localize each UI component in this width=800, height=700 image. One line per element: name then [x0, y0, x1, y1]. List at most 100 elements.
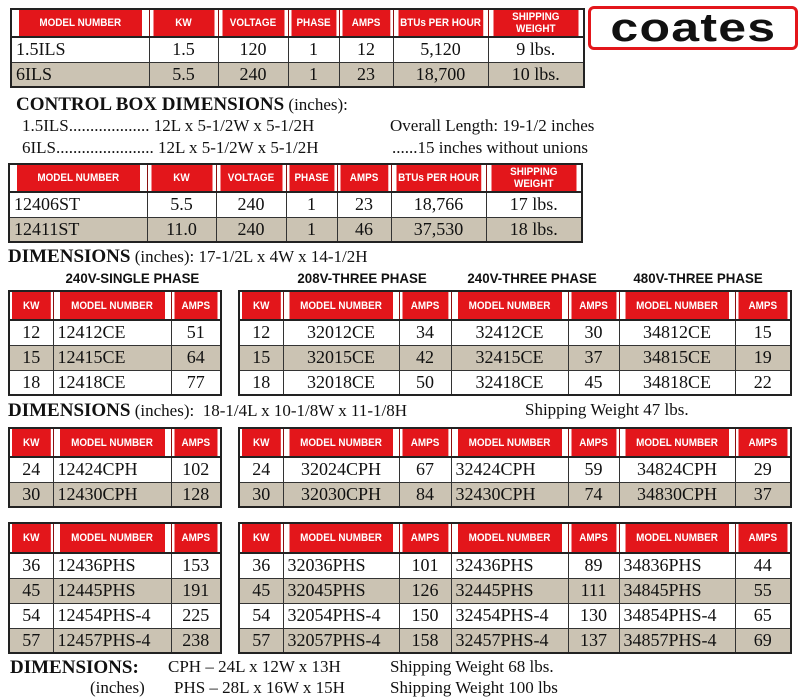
column-header: MODEL NUMBER [624, 427, 730, 458]
cph-single-phase-table: KW MODEL NUMBER AMPS 24 12424CPH 102 30 12430CP… [8, 427, 222, 508]
table-cell: 42 [398, 344, 452, 371]
table-cell: 57 [238, 627, 284, 654]
header-row: KW MODEL NUMBER AMPS MODEL NUMBER AMPS MODEL … [239, 290, 791, 321]
table-row: 6ILS 5.5 240 1 23 18,700 10 lbs. [10, 61, 585, 88]
table-cell: 1.5 [148, 36, 219, 63]
table-cell: 45 [8, 577, 54, 604]
table-cell: 17 lbs. [485, 191, 583, 218]
table-row: 24 12424CPH 102 [8, 456, 222, 483]
ce-shipping-weight: Shipping Weight 47 lbs. [525, 400, 689, 419]
table-cell: 37,530 [390, 216, 487, 243]
column-header: AMPS [737, 522, 789, 554]
table-cell: 54 [238, 602, 284, 629]
column-header: MODEL NUMBER [288, 290, 394, 321]
table-cell: 12411ST [8, 216, 148, 243]
column-header: KW [10, 290, 52, 321]
column-header: AMPS [401, 427, 449, 458]
table-cell: 15 [734, 319, 792, 346]
table-cell: 12 [8, 319, 54, 346]
table-cell: 12415CE [52, 344, 172, 371]
table-row: 54 12454PHS-4 225 [8, 602, 222, 629]
table-cell: 12457PHS-4 [52, 627, 172, 654]
table-cell: 19 [734, 344, 792, 371]
column-header: KW [10, 522, 52, 554]
column-header: PHASE [290, 8, 337, 38]
table-cell: 101 [398, 552, 452, 579]
table-row: 12411ST 11.0 240 1 46 37,530 18 lbs. [8, 216, 583, 243]
st-dimensions: DIMENSIONS (inches): 17-1/2L x 4W x 14-1… [8, 246, 368, 267]
phs-shipping-weight: Shipping Weight 100 lbs [390, 678, 558, 697]
column-header: VOLTAGE [221, 8, 285, 38]
control-box-line: 6ILS....................... 12L x 5-1/2W… [22, 138, 319, 157]
table-cell: 32418CE [450, 369, 569, 396]
table-cell: 32445PHS [450, 577, 569, 604]
header-row: KW MODEL NUMBER AMPS MODEL NUMBER AMPS MODEL … [239, 427, 791, 458]
column-header: KW [240, 522, 282, 554]
table-row: 57 12457PHS-4 238 [8, 627, 222, 654]
table-row: 18 32018CE 50 32418CE 45 34818CE 22 [238, 369, 792, 396]
table-cell: 69 [734, 627, 792, 654]
final-dimensions-label: DIMENSIONS: [10, 657, 139, 678]
table-cell: 32454PHS-4 [450, 602, 569, 629]
table-row: 45 32045PHS 126 32445PHS 111 34845PHS 55 [238, 577, 792, 604]
column-header: VOLTAGE [219, 163, 283, 193]
table-cell: 5,120 [392, 36, 489, 63]
table-row: 30 12430CPH 128 [8, 481, 222, 508]
phs-single-phase-table: KW MODEL NUMBER AMPS 36 12436PHS 153 45 12445PH… [8, 522, 222, 654]
ils-spec-table: MODEL NUMBER KW VOLTAGE PHASE AMPS BTUs PER H… [10, 8, 585, 88]
table-cell: 77 [170, 369, 222, 396]
table-cell: 240 [217, 61, 289, 88]
table-cell: 54 [8, 602, 54, 629]
table-cell: 34 [398, 319, 452, 346]
table-cell: 12430CPH [52, 481, 172, 508]
table-row: 12 12412CE 51 [8, 319, 222, 346]
table-cell: 32424CPH [450, 456, 569, 483]
table-cell: 1 [287, 61, 340, 88]
column-header: MODEL NUMBER [624, 290, 730, 321]
column-header: BTUs PER HOUR [397, 8, 484, 38]
column-header: AMPS [339, 163, 389, 193]
table-cell: 9 lbs. [487, 36, 585, 63]
phs-three-phase-table: KW MODEL NUMBER AMPS MODEL NUMBER AMPS MODEL … [238, 522, 792, 654]
column-header: MODEL NUMBER [456, 522, 563, 554]
final-dimensions-unit: (inches) [90, 678, 145, 697]
table-cell: 1 [285, 216, 338, 243]
column-header: BTUs PER HOUR [395, 163, 482, 193]
column-header: AMPS [570, 290, 617, 321]
column-header: AMPS [401, 522, 449, 554]
table-cell: 23 [338, 61, 394, 88]
table-cell: 18 lbs. [485, 216, 583, 243]
table-cell: 18,766 [390, 191, 487, 218]
ce-dimensions: DIMENSIONS (inches): 18-1/4L x 10-1/8W x… [8, 400, 408, 421]
table-cell: 12418CE [52, 369, 172, 396]
column-header: MODEL NUMBER [58, 522, 166, 554]
column-header: KW [240, 290, 282, 321]
table-cell: 240 [215, 216, 287, 243]
column-header: AMPS [341, 8, 391, 38]
table-cell: 36 [8, 552, 54, 579]
table-cell: 1 [287, 36, 340, 63]
table-cell: 32024CPH [282, 456, 400, 483]
coates-logo: coates [588, 6, 798, 50]
table-cell: 34815CE [618, 344, 736, 371]
table-cell: 12424CPH [52, 456, 172, 483]
table-row: 1.5ILS 1.5 120 1 12 5,120 9 lbs. [10, 36, 585, 63]
column-header: PHASE [288, 163, 335, 193]
table-row: 36 12436PHS 153 [8, 552, 222, 579]
header-row: KW MODEL NUMBER AMPS [9, 427, 221, 458]
column-header: MODEL NUMBER [288, 522, 394, 554]
table-cell: 18 [238, 369, 284, 396]
control-box-heading: CONTROL BOX DIMENSIONS (inches): [16, 94, 348, 115]
table-row: 18 12418CE 77 [8, 369, 222, 396]
column-header: MODEL NUMBER [58, 290, 166, 321]
table-cell: 84 [398, 481, 452, 508]
column-header: SHIPPING WEIGHT [492, 8, 580, 38]
table-cell: 12 [338, 36, 394, 63]
table-cell: 34857PHS-4 [618, 627, 736, 654]
column-header: MODEL NUMBER [58, 427, 166, 458]
table-cell: 128 [170, 481, 222, 508]
table-cell: 32018CE [282, 369, 400, 396]
table-cell: 45 [238, 577, 284, 604]
table-cell: 37 [567, 344, 620, 371]
table-cell: 23 [336, 191, 392, 218]
